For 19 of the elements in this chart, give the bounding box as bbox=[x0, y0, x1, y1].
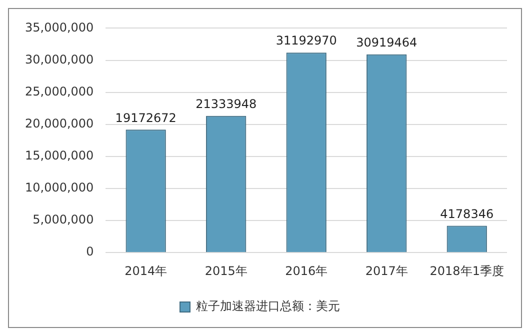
x-tick-label: 2015年 bbox=[204, 264, 248, 278]
x-tick-label: 2017年 bbox=[365, 264, 408, 278]
x-tick-label: 2018年1季度 bbox=[430, 264, 504, 278]
y-tick-label: 35,000,000 bbox=[24, 20, 94, 34]
y-tick-label: 20,000,000 bbox=[24, 116, 94, 130]
legend-label: 粒子加速器进口总额：美元 bbox=[196, 299, 340, 314]
data-label: 31192970 bbox=[276, 34, 337, 48]
x-tick-label: 2014年 bbox=[124, 264, 168, 278]
y-tick-label: 15,000,000 bbox=[24, 148, 94, 163]
data-label: 21333948 bbox=[196, 96, 257, 111]
data-label: 30919464 bbox=[356, 35, 418, 50]
y-tick-label: 30,000,000 bbox=[24, 52, 94, 66]
y-tick-label: 0 bbox=[86, 244, 94, 259]
y-tick-label: 5,000,000 bbox=[32, 212, 94, 227]
data-label: 4178346 bbox=[440, 206, 494, 221]
y-tick-label: 25,000,000 bbox=[24, 84, 94, 98]
data-label: 19172672 bbox=[115, 110, 176, 125]
y-tick-label: 10,000,000 bbox=[24, 180, 94, 195]
x-tick-label: 2016年 bbox=[285, 264, 328, 278]
